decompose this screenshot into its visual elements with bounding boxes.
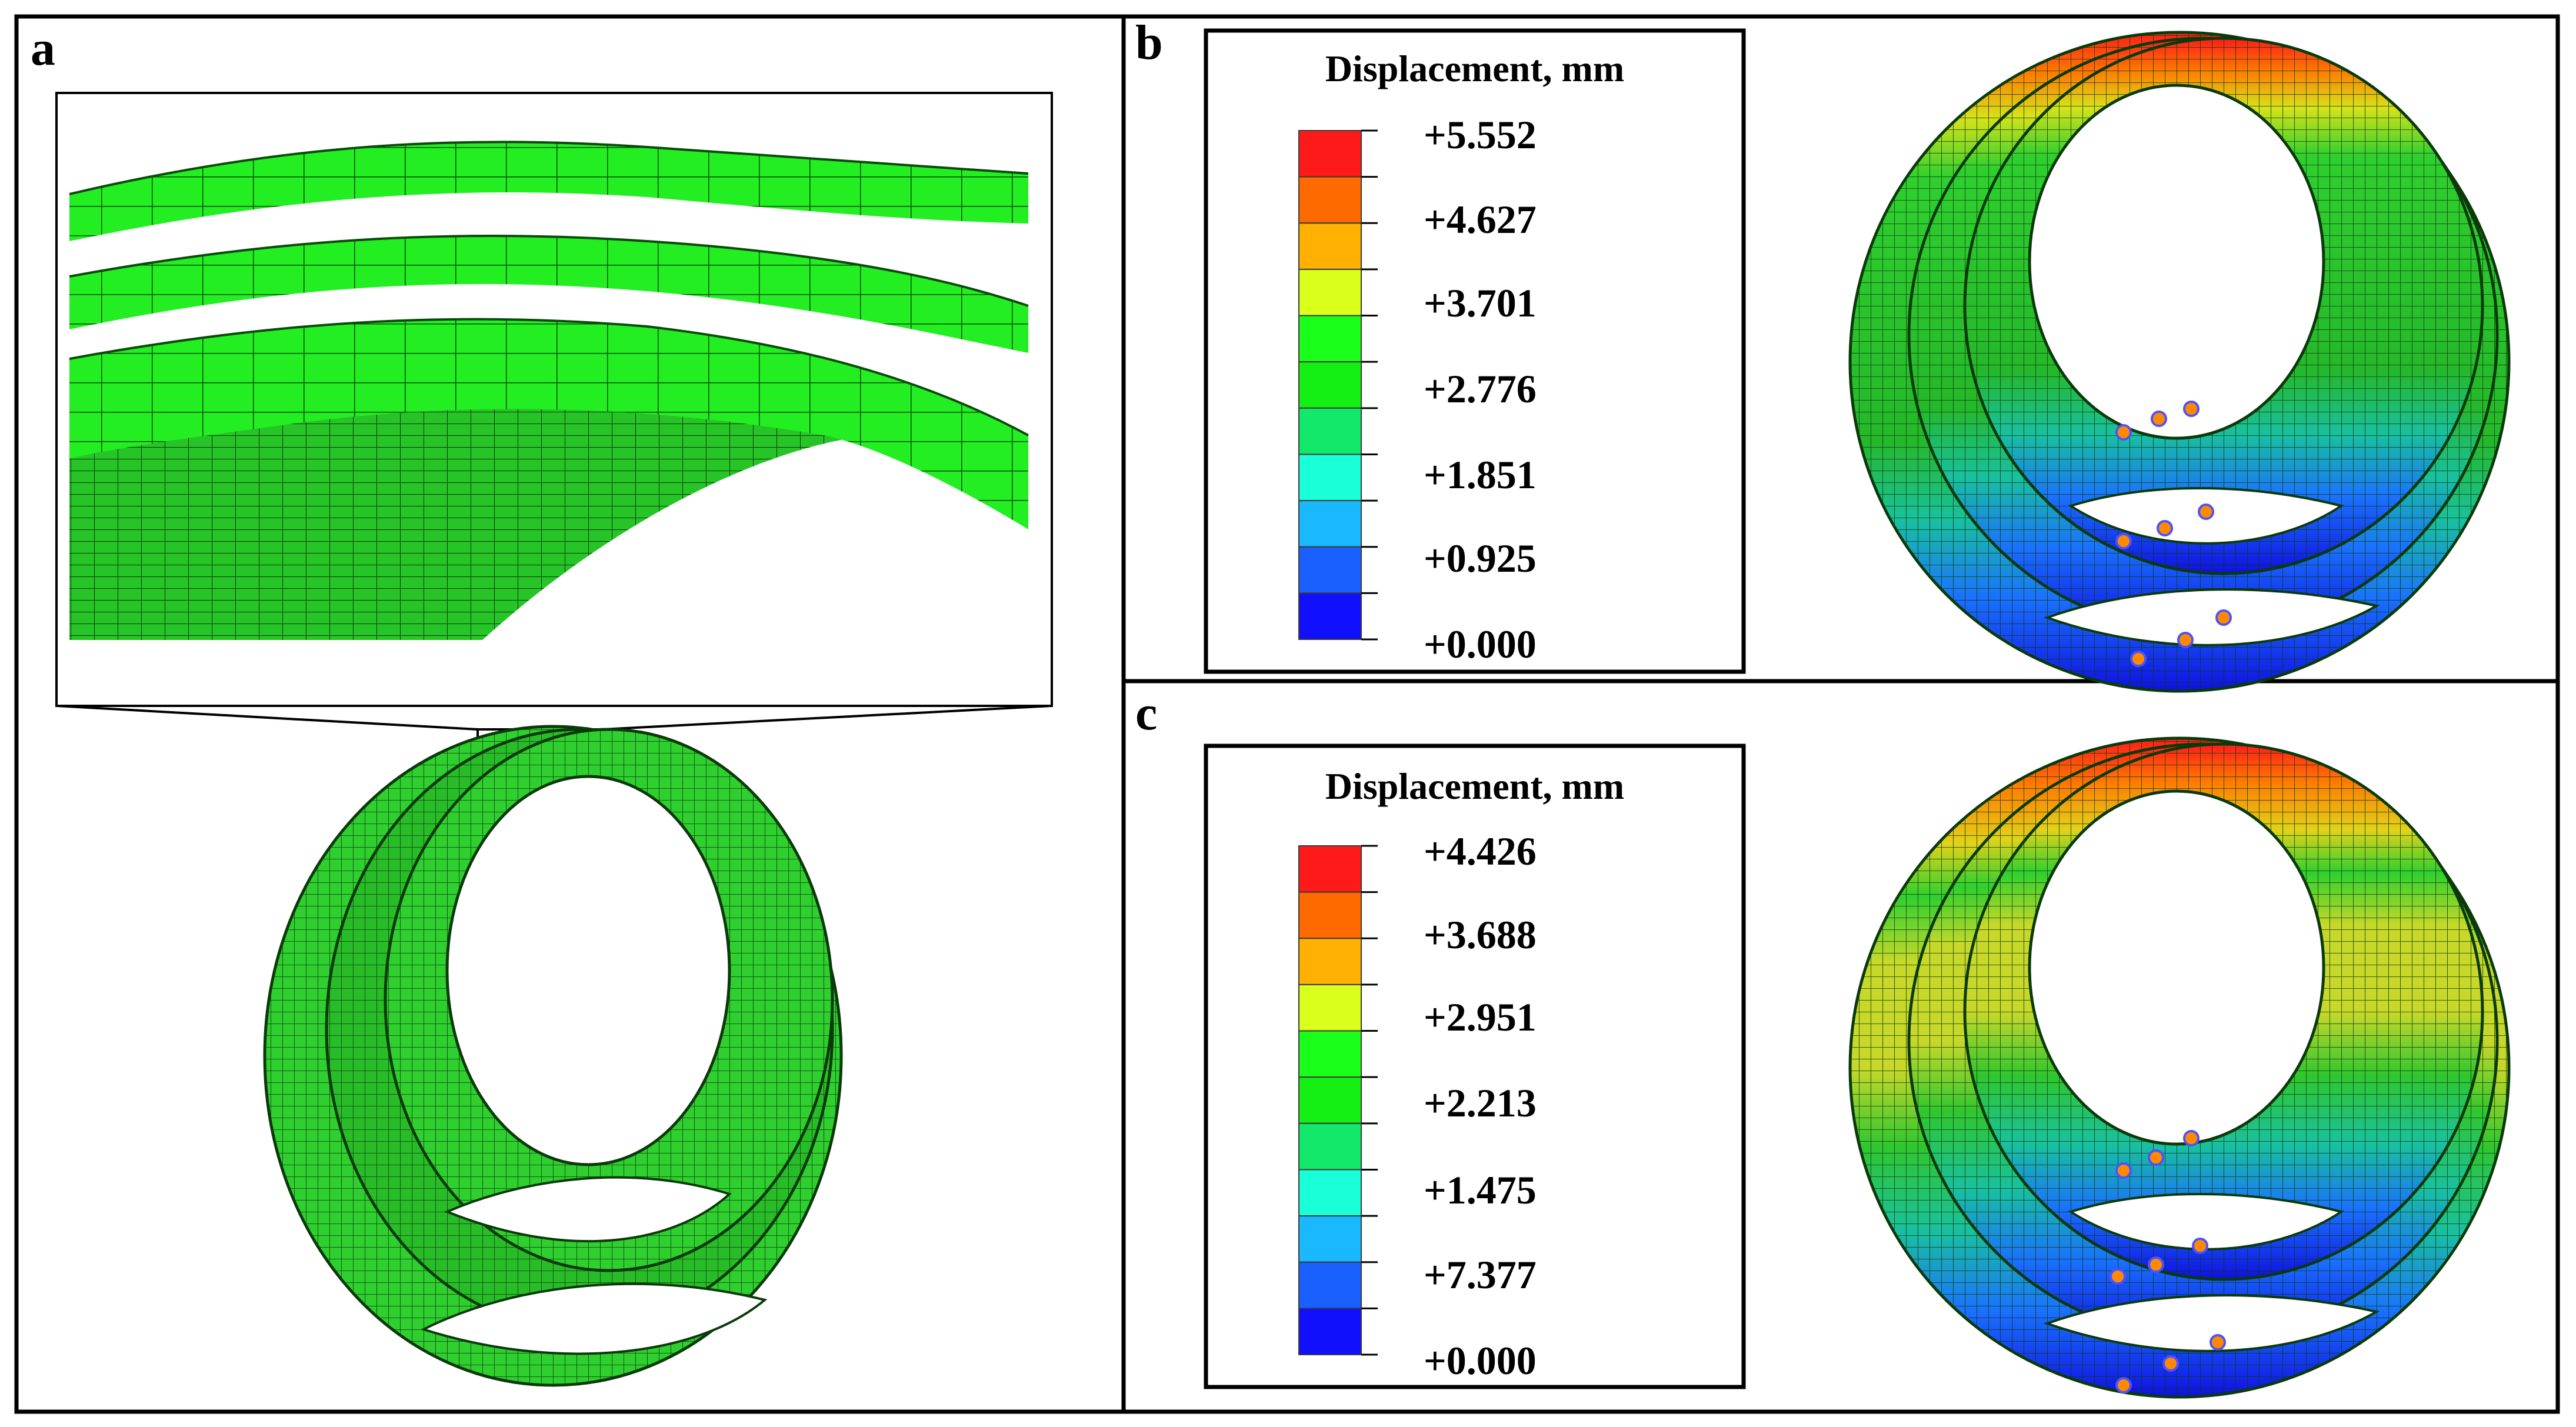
panel-c-label: c: [1135, 686, 1157, 741]
legend-b-title: Displacement, mm: [1325, 48, 1624, 89]
legend-c-value: +7.377: [1424, 1252, 1537, 1297]
legend-b-labels: +5.552 +4.627 +3.701 +2.776 +1.851 +0.92…: [1424, 112, 1537, 666]
legend-swatch: [1298, 222, 1362, 270]
panel-borders: [14, 14, 2560, 1414]
legend-c-colorbar: [1298, 845, 1378, 1356]
legend-b-value: +5.552: [1424, 112, 1537, 157]
legend-c-title: Displacement, mm: [1325, 765, 1624, 807]
legend-c-value: +0.000: [1424, 1338, 1537, 1383]
legend-swatch: [1298, 454, 1362, 502]
legend-swatch: [1298, 1122, 1362, 1171]
legend-c-labels: +4.426 +3.688 +2.951 +2.213 +1.475 +7.37…: [1424, 829, 1537, 1383]
legend-b: Displacement, mm +5.552 +4.627 +3.701 +2…: [1204, 28, 1746, 674]
panel-b-label: b: [1135, 15, 1163, 70]
zoom-leader-left: [56, 705, 478, 731]
legend-c: Displacement, mm +4.426 +3.688 +2.951 +2…: [1204, 743, 1746, 1389]
panel-a: [55, 92, 1053, 1387]
legend-swatch: [1298, 891, 1362, 939]
legend-c-value: +4.426: [1424, 829, 1537, 873]
ring-model-b: [1848, 31, 2511, 693]
legend-b-value: +1.851: [1424, 452, 1537, 497]
legend-swatch: [1298, 176, 1362, 224]
legend-swatch: [1298, 546, 1362, 594]
legend-swatch: [1298, 1076, 1362, 1124]
legend-swatch: [1298, 938, 1362, 985]
legend-b-value: +0.925: [1424, 536, 1537, 581]
legend-swatch: [1298, 268, 1362, 316]
panel-c: Displacement, mm +4.426 +3.688 +2.951 +2…: [1204, 736, 2511, 1399]
legend-swatch: [1298, 407, 1362, 455]
legend-b-frame: [1204, 28, 1746, 674]
panel-c-frame: [1121, 679, 2560, 1414]
legend-swatch: [1298, 1030, 1362, 1078]
zoom-leader-right: [602, 705, 1052, 731]
legend-c-frame: [1204, 743, 1746, 1389]
boundary-markers-c: [2110, 1130, 2226, 1393]
legend-swatch: [1298, 845, 1362, 893]
legend-swatch: [1298, 130, 1362, 178]
legend-b-colorbar: [1298, 129, 1378, 641]
legend-c-value: +2.213: [1424, 1081, 1537, 1125]
ring-model-c: [1848, 736, 2511, 1399]
boundary-markers-b: [2115, 401, 2232, 667]
panel-b: Displacement, mm +5.552 +4.627 +3.701 +2…: [1204, 28, 2511, 693]
ring-model-a: [263, 725, 843, 1387]
zoom-band-top-mesh: [69, 142, 1028, 241]
legend-b-value: +4.627: [1424, 197, 1537, 242]
zoom-band-lower-mesh: [69, 319, 1028, 529]
panel-a-label: a: [31, 21, 55, 76]
legend-c-value: +3.688: [1424, 912, 1537, 957]
legend-swatch: [1298, 315, 1362, 363]
zoom-inset: [55, 92, 1053, 707]
legend-swatch: [1298, 1261, 1362, 1309]
legend-b-value: +3.701: [1424, 281, 1537, 325]
legend-c-value: +1.475: [1424, 1168, 1537, 1212]
zoom-band-middle-mesh: [69, 235, 1028, 353]
legend-swatch: [1298, 1215, 1362, 1263]
legend-swatch: [1298, 500, 1362, 548]
legend-b-value: +0.000: [1424, 622, 1537, 666]
legend-swatch: [1298, 592, 1362, 641]
legend-swatch: [1298, 1169, 1362, 1217]
legend-swatch: [1298, 1308, 1362, 1355]
legend-b-value: +2.776: [1424, 366, 1537, 411]
legend-swatch: [1298, 983, 1362, 1032]
zoom-floor-mesh: [69, 384, 871, 640]
legend-swatch: [1298, 361, 1362, 409]
legend-c-value: +2.951: [1424, 995, 1537, 1039]
